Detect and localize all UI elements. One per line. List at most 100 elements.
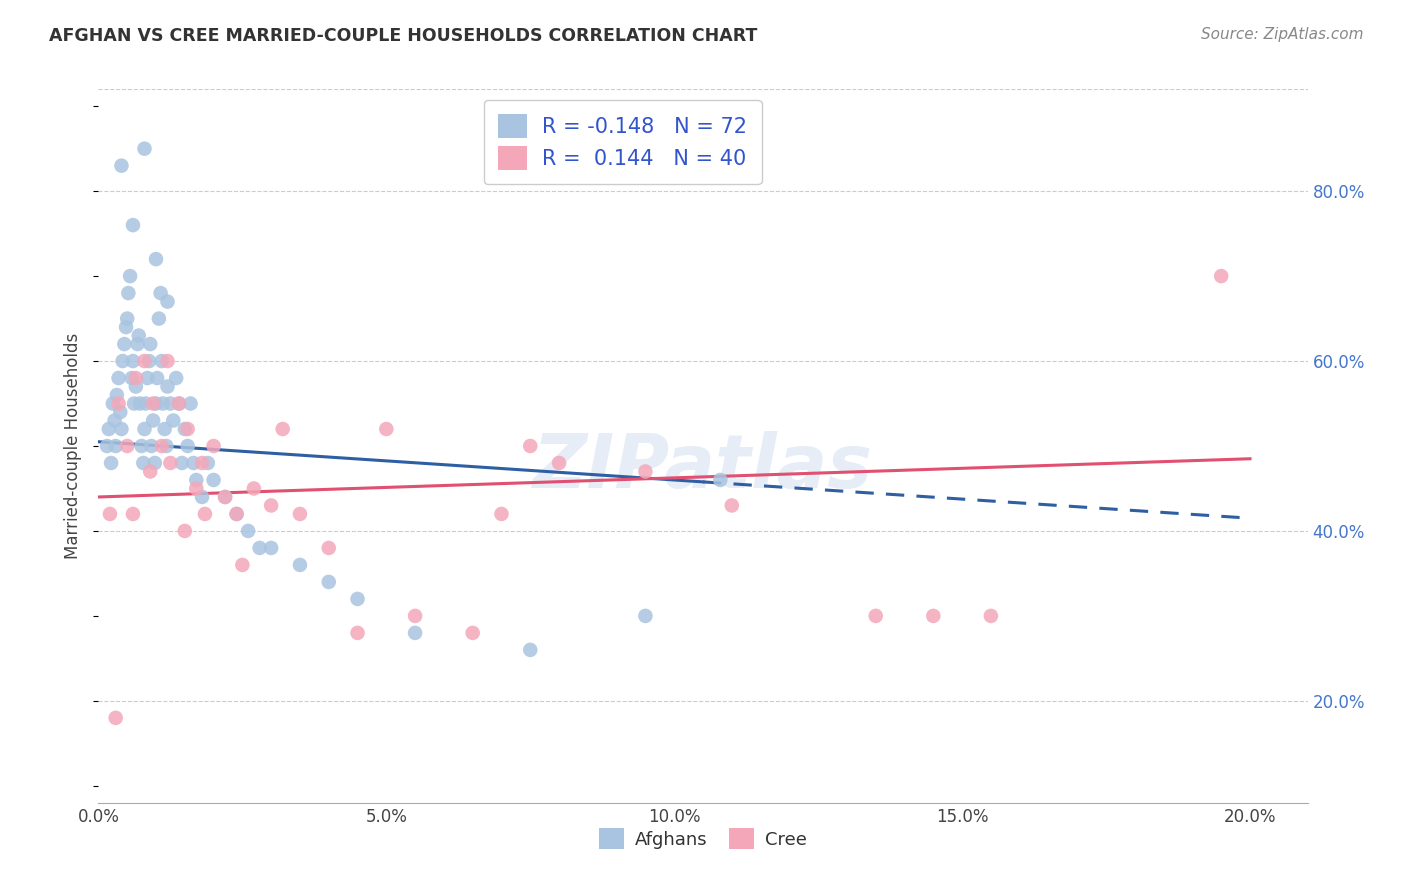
Point [191, 456, 214, 470]
Point [146, 371, 169, 385]
Point [122, 507, 145, 521]
Point [104, 439, 127, 453]
Point [922, 608, 945, 623]
Point [225, 507, 247, 521]
Point [125, 371, 148, 385]
Point [214, 490, 236, 504]
Point [107, 396, 129, 410]
Point [101, 396, 124, 410]
Point [346, 626, 368, 640]
Point [134, 422, 156, 436]
Point [134, 354, 156, 368]
Point [156, 294, 179, 309]
Point [720, 499, 742, 513]
Point [134, 142, 156, 156]
Point [139, 337, 162, 351]
Point [260, 541, 283, 555]
Point [152, 396, 174, 410]
Point [159, 456, 181, 470]
Point [138, 354, 160, 368]
Point [122, 354, 145, 368]
Point [120, 269, 142, 284]
Point [194, 507, 217, 521]
Point [149, 286, 172, 301]
Point [139, 465, 162, 479]
Point [103, 413, 125, 427]
Point [145, 396, 167, 410]
Point [150, 439, 173, 453]
Point [98, 507, 121, 521]
Point [128, 396, 150, 410]
Point [173, 524, 195, 538]
Text: ZIPatlas: ZIPatlas [533, 431, 873, 504]
Point [121, 371, 143, 385]
Point [271, 422, 294, 436]
Legend: Afghans, Cree: Afghans, Cree [589, 819, 817, 858]
Point [1211, 269, 1233, 284]
Point [375, 422, 398, 436]
Point [186, 473, 208, 487]
Point [132, 456, 155, 470]
Point [170, 456, 193, 470]
Point [128, 328, 150, 343]
Point [461, 626, 484, 640]
Point [191, 490, 214, 504]
Point [115, 320, 138, 334]
Point [100, 456, 122, 470]
Point [104, 711, 127, 725]
Point [197, 456, 219, 470]
Point [117, 286, 139, 301]
Point [167, 396, 190, 410]
Point [148, 311, 170, 326]
Point [107, 371, 129, 385]
Point [127, 337, 149, 351]
Point [176, 439, 198, 453]
Point [202, 473, 225, 487]
Point [183, 456, 205, 470]
Point [110, 159, 132, 173]
Point [236, 524, 259, 538]
Point [318, 574, 340, 589]
Point [634, 465, 657, 479]
Point [97, 422, 120, 436]
Point [159, 396, 181, 410]
Y-axis label: Married-couple Households: Married-couple Households [65, 333, 83, 559]
Point [155, 439, 177, 453]
Point [288, 558, 311, 572]
Point [125, 379, 148, 393]
Point [165, 371, 187, 385]
Point [150, 354, 173, 368]
Point [111, 354, 134, 368]
Point [491, 507, 513, 521]
Point [96, 439, 118, 453]
Point [142, 413, 165, 427]
Point [404, 626, 426, 640]
Text: Source: ZipAtlas.com: Source: ZipAtlas.com [1201, 27, 1364, 42]
Point [980, 608, 1002, 623]
Point [548, 456, 571, 470]
Point [288, 507, 311, 521]
Point [145, 252, 167, 266]
Point [231, 558, 253, 572]
Point [346, 591, 368, 606]
Point [225, 507, 247, 521]
Point [115, 311, 138, 326]
Point [176, 422, 198, 436]
Point [122, 396, 145, 410]
Point [141, 439, 163, 453]
Point [214, 490, 236, 504]
Point [519, 439, 541, 453]
Point [156, 354, 179, 368]
Point [142, 396, 165, 410]
Point [105, 388, 128, 402]
Point [260, 499, 283, 513]
Point [143, 456, 166, 470]
Point [162, 413, 184, 427]
Point [318, 541, 340, 555]
Point [156, 379, 179, 393]
Point [167, 396, 190, 410]
Point [122, 218, 145, 232]
Point [136, 371, 159, 385]
Text: AFGHAN VS CREE MARRIED-COUPLE HOUSEHOLDS CORRELATION CHART: AFGHAN VS CREE MARRIED-COUPLE HOUSEHOLDS… [49, 27, 758, 45]
Point [115, 439, 138, 453]
